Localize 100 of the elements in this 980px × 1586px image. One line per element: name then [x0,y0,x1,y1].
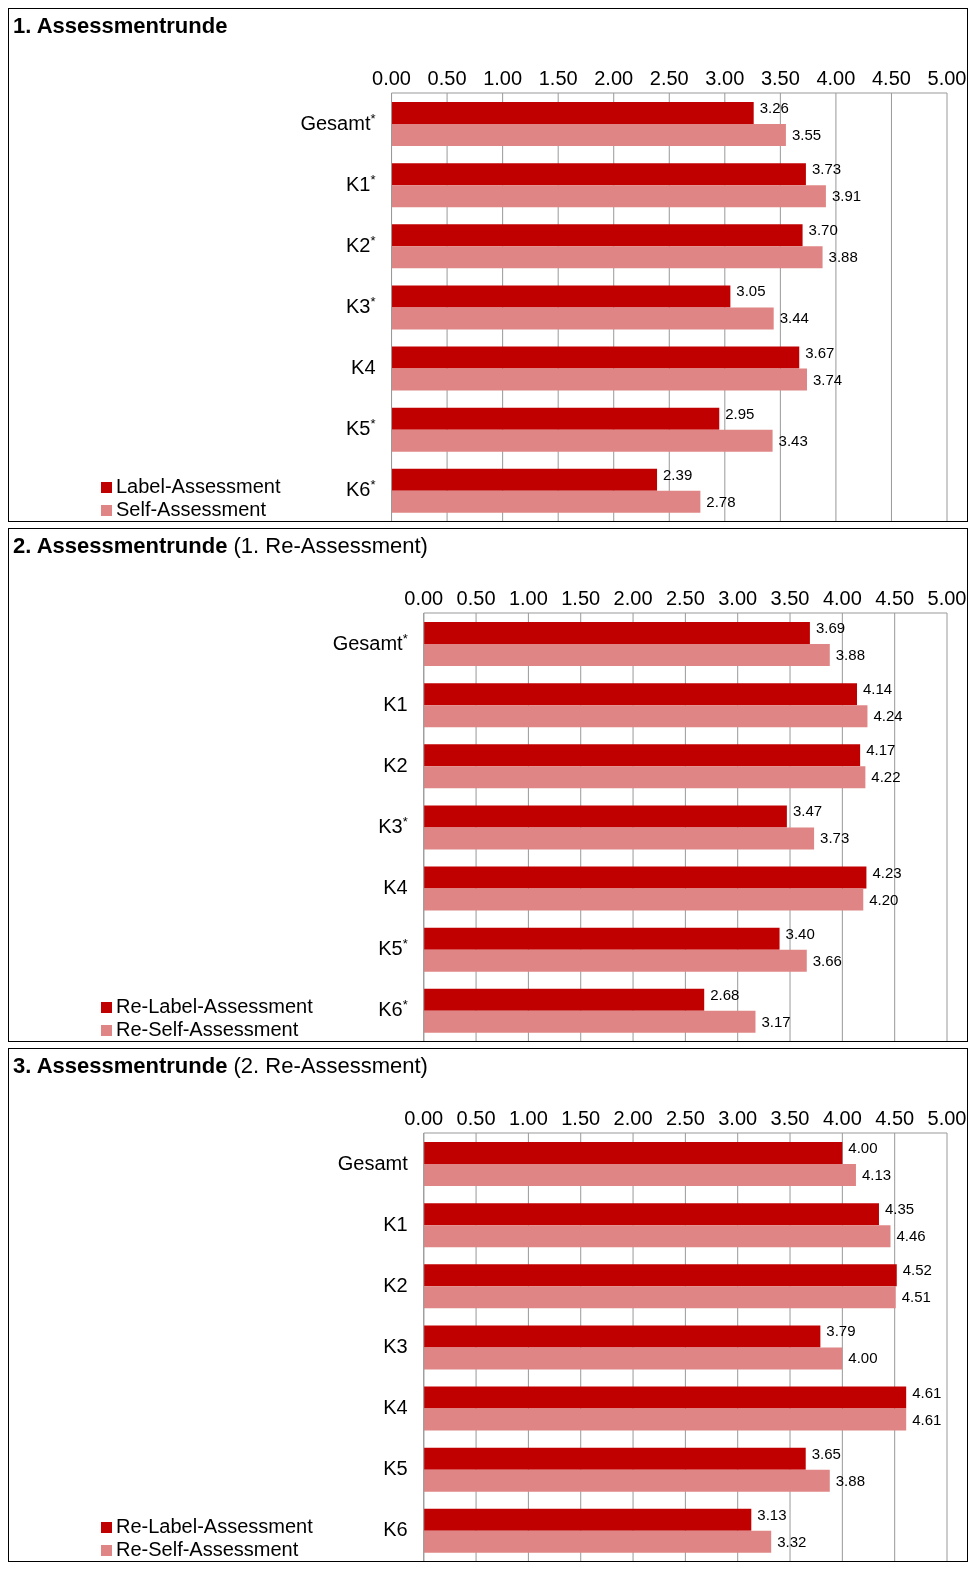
y-tick-label: K6 [383,1518,408,1541]
x-tick-label: 1.50 [561,587,601,609]
bar [391,102,754,124]
y-tick-label: K1$^{*}$ [346,171,376,195]
y-tick-label: K2 [383,1273,408,1296]
data-label: 3.73 [820,829,850,847]
data-label: 3.26 [759,99,789,116]
legend-label: Re-Self-Assessment [116,1018,299,1040]
bar [391,124,786,146]
bar [423,644,830,666]
data-label: 3.17 [761,1012,791,1030]
y-tick-label: Gesamt$^{*}$ [300,110,376,134]
x-tick-label: 3.50 [760,67,800,89]
bar [391,490,701,513]
data-label: 4.23 [872,863,902,881]
y-tick-label: K6$^{*}$ [346,476,376,501]
bar [423,744,861,767]
y-tick-label: K5$^{*}$ [378,935,408,960]
data-label: 2.78 [706,492,736,510]
data-label: 3.88 [828,248,858,266]
bar [423,1508,752,1531]
x-tick-label: 3.00 [718,1107,758,1129]
bar [423,622,810,644]
legend-label: Re-Label-Assessment [116,995,313,1017]
data-label: 3.32 [777,1532,807,1550]
y-tick-label: K5$^{*}$ [346,415,376,440]
x-tick-label: 5.00 [927,587,967,609]
data-label: 3.47 [792,802,823,820]
bar [423,805,787,828]
bar [391,368,808,391]
bar [423,1530,772,1553]
data-label: 2.95 [725,404,755,422]
bar [391,185,826,208]
x-tick-label: 5.00 [927,1107,967,1129]
x-tick-label: 1.00 [483,67,523,89]
data-label: 3.67 [805,343,835,361]
text: 1. Assessmentrunde [13,13,228,38]
y-tick-label: K4 [383,876,408,899]
data-label: 3.88 [835,1471,865,1489]
data-label: 3.05 [736,282,766,300]
y-tick-label: K6$^{*}$ [378,996,408,1021]
x-tick-label: 0.50 [456,587,496,609]
text: 2. Assessmentrunde [13,533,228,558]
data-label: 4.51 [901,1288,931,1306]
data-label: 3.79 [826,1322,856,1340]
chart-subtitle: (2. Re-Assessment) [233,1053,428,1078]
bar [423,1325,821,1348]
data-label: 4.22 [871,768,901,786]
x-tick-label: 4.50 [875,587,915,609]
x-tick-label: 5.00 [927,67,967,89]
legend-label: Label-Assessment [116,475,281,497]
x-tick-label: 0.50 [456,1107,496,1129]
bar [423,1408,907,1431]
bar [423,927,780,950]
data-label: 4.52 [902,1261,932,1279]
x-tick-label: 0.50 [427,67,467,89]
data-label: 4.46 [896,1227,926,1245]
data-label: 4.20 [869,890,899,908]
bar [423,988,705,1011]
bar [423,1469,830,1492]
bar [423,1286,896,1309]
x-tick-label: 0.00 [372,67,411,89]
x-tick-label: 3.00 [718,587,758,609]
x-tick-label: 1.50 [561,1107,601,1129]
bar [391,429,773,452]
y-tick-label: K1 [383,1212,408,1235]
x-tick-label: 3.50 [770,1107,810,1129]
y-tick-label: Gesamt$^{*}$ [332,630,408,654]
legend-label: Self-Assessment [116,498,267,520]
x-tick-label: 2.00 [613,1107,653,1129]
y-tick-label: K5 [383,1457,408,1480]
bar [423,705,868,728]
data-label: 3.70 [808,221,838,239]
y-tick-label: K3 [383,1335,408,1357]
bar [423,866,867,889]
x-tick-label: 2.50 [649,67,689,89]
bar [391,346,800,369]
data-label: 3.88 [835,646,865,663]
bar [423,1264,897,1287]
x-tick-label: 2.00 [594,67,634,89]
bar [423,1142,843,1164]
x-tick-label: 2.00 [613,587,653,609]
bar [391,163,806,186]
y-tick-label: K2$^{*}$ [346,232,376,256]
data-label: 3.40 [785,924,815,942]
y-tick-label: K4 [383,1396,408,1419]
y-tick-label: K3$^{*}$ [346,293,376,317]
data-label: 3.69 [815,619,846,636]
data-label: 3.13 [757,1505,787,1523]
data-label: 4.61 [912,1383,942,1401]
legend-label: Re-Self-Assessment [116,1538,299,1560]
bar [423,1203,879,1226]
y-tick-label: K4 [351,356,376,379]
data-label: 4.17 [866,741,896,759]
data-label: 4.24 [873,707,903,725]
data-label: 4.35 [884,1200,915,1218]
x-tick-label: 4.50 [871,67,911,89]
bar [423,888,864,911]
bar [391,246,823,269]
data-label: 3.74 [813,370,843,388]
